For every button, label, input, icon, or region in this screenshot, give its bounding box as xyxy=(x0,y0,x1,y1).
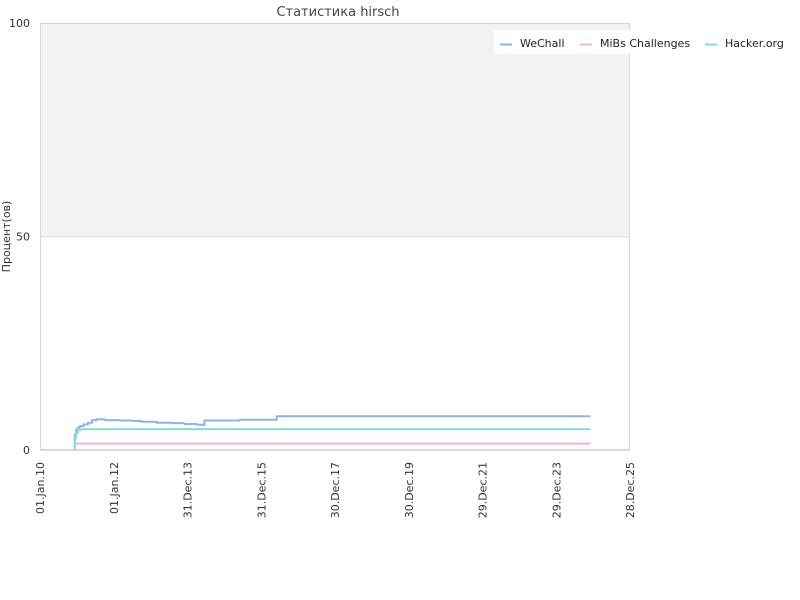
x-tick-label: 31.Dec.15 xyxy=(255,462,268,518)
legend[interactable]: WeChall MiBs Challenges Hacker.org xyxy=(494,30,784,54)
chart-title: Статистика hirsch xyxy=(276,5,399,20)
series-line-hacker-org xyxy=(73,428,591,450)
x-axis-ticks: 01.Jan.10 01.Jan.12 31.Dec.13 31.Dec.15 30.D… xyxy=(34,462,637,518)
legend-item-hacker-org[interactable]: Hacker.org xyxy=(705,37,784,50)
y-tick-label: 50 xyxy=(16,231,30,244)
x-tick-label: 29.Dec.21 xyxy=(477,462,490,518)
legend-label: WeChall xyxy=(520,37,565,50)
x-tick-label: 30.Dec.19 xyxy=(403,462,416,518)
x-tick-label: 30.Dec.17 xyxy=(329,462,342,518)
y-axis-ticks: 0 50 100 xyxy=(9,17,30,457)
series-line-wechall xyxy=(73,415,591,449)
legend-item-mibs-challenges[interactable]: MiBs Challenges xyxy=(580,37,690,50)
y-axis-label: Процент(ов) xyxy=(0,201,13,273)
legend-label: Hacker.org xyxy=(725,37,784,50)
x-tick-label: 29.Dec.23 xyxy=(550,462,563,518)
shaded-band xyxy=(40,23,630,237)
legend-item-wechall[interactable]: WeChall xyxy=(500,37,565,50)
legend-label: MiBs Challenges xyxy=(600,37,690,50)
y-tick-label: 0 xyxy=(23,444,30,457)
x-tick-label: 28.Dec.25 xyxy=(624,462,637,518)
series-layer xyxy=(73,415,591,450)
legend-box xyxy=(494,30,784,54)
x-tick-label: 01.Jan.12 xyxy=(108,462,121,514)
x-tick-label: 01.Jan.10 xyxy=(34,462,47,514)
x-tick-label: 31.Dec.13 xyxy=(182,462,195,518)
y-tick-label: 100 xyxy=(9,17,30,30)
plot-frame xyxy=(40,23,630,450)
